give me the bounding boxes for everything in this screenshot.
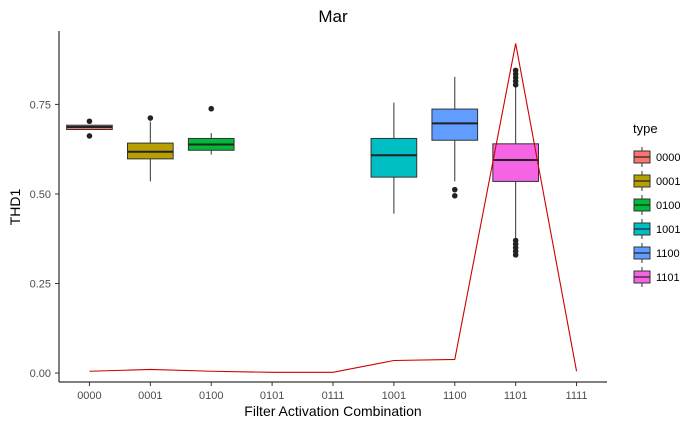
outlier-point: [451, 186, 458, 193]
x-tick-label: 1111: [566, 390, 588, 402]
box-body: [492, 143, 540, 182]
x-tick-label: 0100: [199, 390, 223, 402]
box-body: [370, 137, 418, 178]
outlier-point: [208, 105, 215, 112]
x-tick-label: 1001: [382, 390, 406, 402]
legend-item-1001: 1001: [633, 219, 680, 239]
x-tick-label: 0101: [260, 390, 284, 402]
outlier-point: [512, 237, 519, 244]
box-1001: [370, 102, 418, 214]
legend-item-1100: 1100: [633, 243, 680, 263]
x-tick-label: 0001: [138, 390, 162, 402]
x-tick-label: 0111: [322, 390, 345, 402]
box-0100: [187, 105, 235, 155]
legend: type 0000 0001 0100 1001 1100 1101: [633, 121, 680, 287]
x-tick-label: 0000: [77, 390, 101, 402]
plot-area: 0.00 0.25 0.50 0.75 0000 0001 0100 0101 0111 1001…: [30, 31, 607, 402]
x-tick-label: 1101: [504, 390, 528, 402]
legend-label: 0001: [656, 176, 680, 188]
legend-label: 1100: [656, 248, 680, 260]
x-tick-label: 1100: [443, 390, 467, 402]
legend-item-0100: 0100: [633, 195, 680, 215]
outlier-point: [147, 115, 154, 121]
line-series: [89, 43, 578, 373]
outlier-point: [86, 118, 93, 125]
chart-title: Mar: [318, 7, 348, 26]
legend-label: 1101: [656, 272, 680, 284]
x-axis-label: Filter Activation Combination: [244, 403, 421, 419]
outlier-point: [451, 192, 458, 199]
box-body: [431, 108, 479, 141]
box-0000: [66, 118, 113, 139]
box-1100: [431, 76, 479, 199]
legend-label: 0000: [656, 152, 680, 164]
legend-item-0000: 0000: [633, 147, 680, 167]
y-tick-label: 0.75: [30, 99, 51, 111]
box-0001: [127, 115, 174, 182]
legend-item-0001: 0001: [633, 171, 680, 191]
y-tick-label: 0.25: [30, 279, 51, 291]
legend-label: 1001: [656, 224, 680, 236]
outlier-point: [86, 133, 93, 139]
legend-title: type: [633, 121, 658, 136]
y-tick-label: 0.50: [30, 189, 51, 201]
legend-label: 0100: [656, 200, 680, 212]
box-1101: [492, 67, 540, 258]
y-axis-label: THD1: [7, 189, 23, 226]
legend-item-1101: 1101: [633, 267, 680, 287]
y-tick-label: 0.00: [30, 368, 51, 380]
outlier-point: [512, 67, 519, 74]
